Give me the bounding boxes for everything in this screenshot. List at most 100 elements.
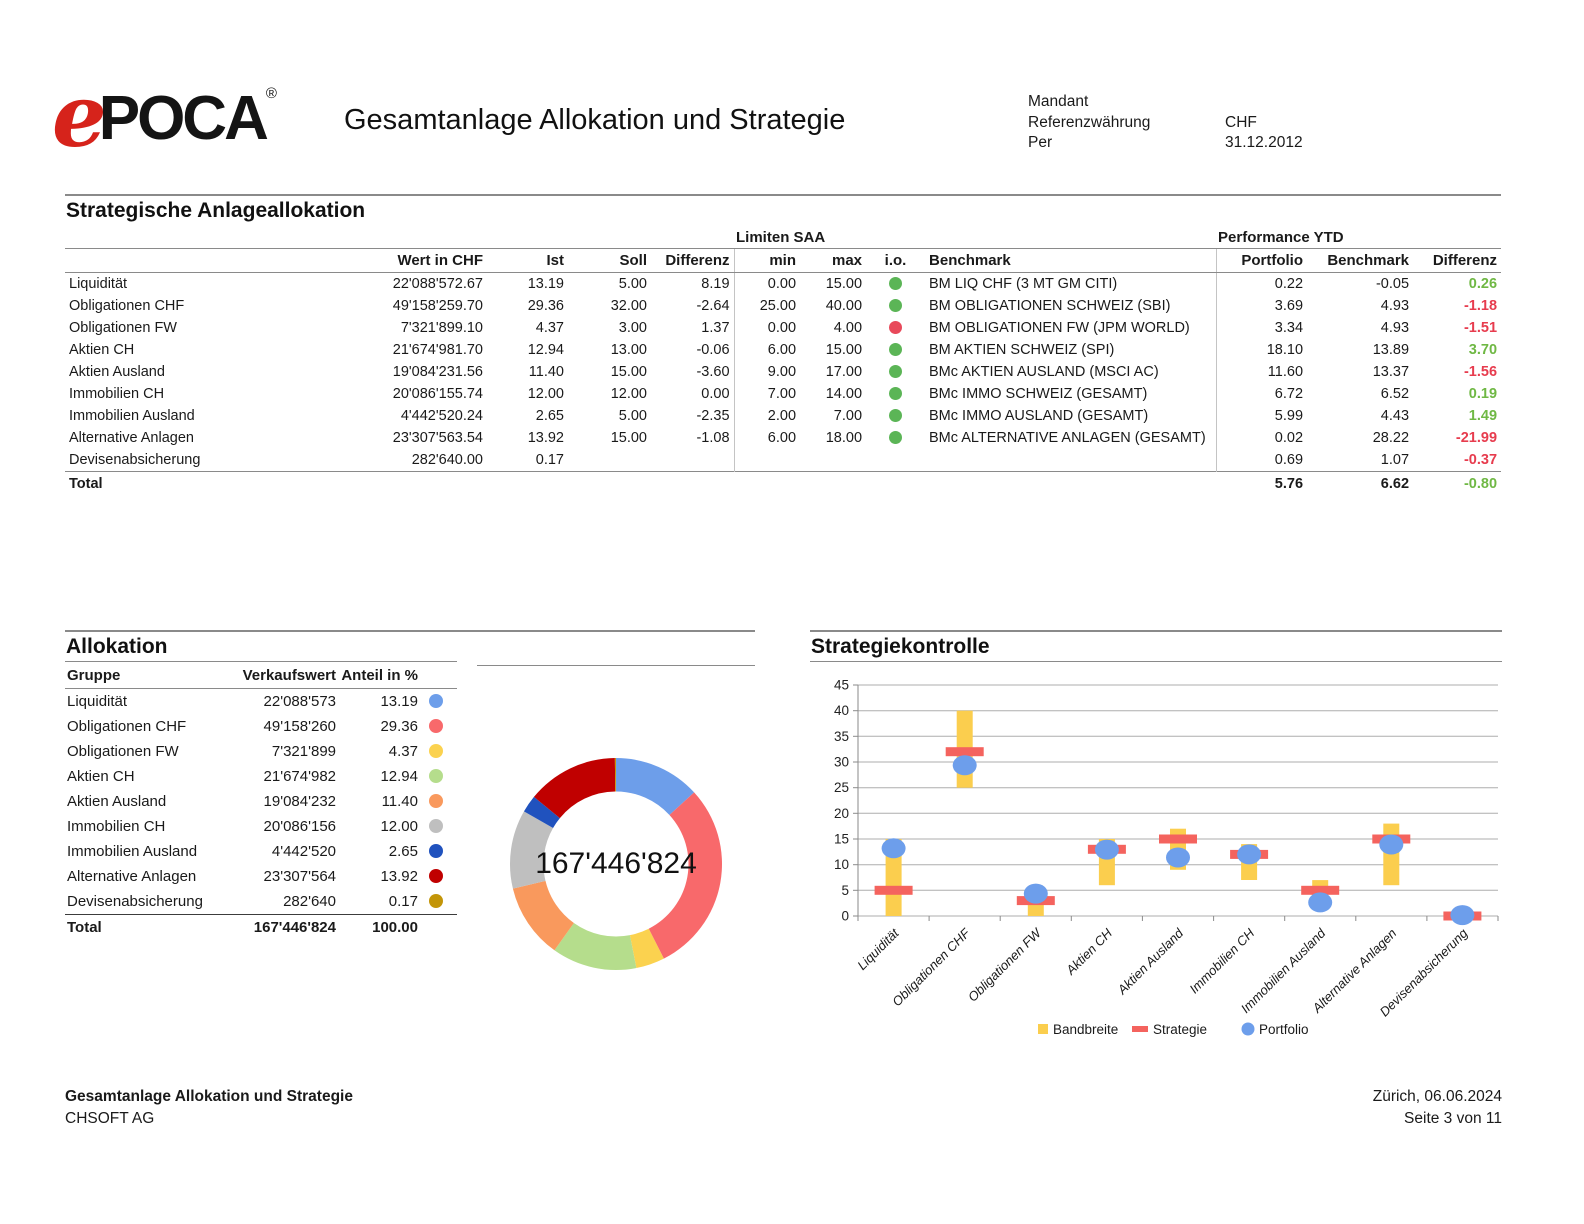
strategy-control-chart: 051015202530354045LiquiditätObligationen… <box>834 678 1499 1037</box>
footer-company: CHSOFT AG <box>65 1110 155 1127</box>
y-axis-tick-label: 20 <box>834 806 849 821</box>
section-divider <box>65 630 755 632</box>
meta-label: Per <box>1028 134 1053 151</box>
section-divider <box>810 630 1502 632</box>
saa-table-row: Obligationen CHF 49'158'259.70 29.36 32.00-… <box>65 295 1501 317</box>
saa-table-row: Aktien Ausland 19'084'231.56 11.40 15.00 -3.… <box>65 361 1501 383</box>
meta-value: 31.12.2012 <box>1225 134 1303 151</box>
portfolio-dot <box>1094 839 1119 860</box>
allocation-table-row: Devisenabsicherung 282'640 0.17 <box>65 889 457 915</box>
gridlines: 0 5 10 15 20 25 30 35 40 45 <box>834 678 1499 924</box>
perf-group-header: Performance YTD <box>1218 229 1344 246</box>
donut-slice <box>554 923 637 970</box>
allocation-total-value: 167'446'824 <box>235 914 338 940</box>
allocation-total-label: Total <box>65 914 235 940</box>
allocation-table: Gruppe Verkaufswert Anteil in % Liquidit… <box>65 663 457 940</box>
group-color-dot <box>429 719 443 733</box>
saa-table-row: Aktien CH 21'674'981.70 12.94 13.00 -0.06 6.0… <box>65 339 1501 361</box>
allocation-section: Allokation Gruppe Verkaufswert Anteil in… <box>65 630 755 970</box>
legend-portfolio-label: Portfolio <box>1259 1022 1309 1037</box>
saa-table-row: Obligationen FW 7'321'899.10 4.37 3.00 1.37 0… <box>65 317 1501 339</box>
col-header-soll: Soll <box>568 248 651 273</box>
col-header-max: max <box>800 248 867 273</box>
footer-report-title: Gesamtanlage Allokation und Strategie <box>65 1088 353 1105</box>
meta-label: Mandant <box>1028 93 1089 110</box>
saa-table-row: Immobilien Ausland 4'442'520.24 2.65 5.00 -2… <box>65 405 1501 427</box>
y-axis-tick-label: 35 <box>834 729 849 744</box>
io-status-dot <box>889 431 903 444</box>
footer-place-date: Zürich, 06.06.2024 <box>1372 1088 1502 1105</box>
saa-total-label: Total <box>65 471 330 496</box>
group-color-dot <box>429 794 443 808</box>
y-axis-tick-label: 30 <box>834 755 849 770</box>
saa-table-row: Immobilien CH 20'086'155.74 12.00 12.00 0.00… <box>65 383 1501 405</box>
col-header-anteil: Anteil in % <box>338 663 420 689</box>
allocation-title: Allokation <box>66 635 168 658</box>
strategy-marker <box>945 747 984 757</box>
footer-left: Gesamtanlage Allokation und Strategie CH… <box>65 1086 353 1130</box>
y-axis-tick-label: 40 <box>834 703 849 718</box>
registered-trademark-icon: ® <box>265 85 277 102</box>
donut-slice <box>533 758 616 819</box>
logo-e-glyph: e <box>52 66 107 167</box>
saa-title: Strategische Anlageallokation <box>66 199 366 222</box>
saa-table-body: Liquidität 22'088'572.67 13.19 5.00 8.19 0.00… <box>65 272 1501 472</box>
y-axis-tick-label: 15 <box>834 832 849 847</box>
portfolio-dot <box>1237 844 1262 865</box>
saa-total-diff: -0.80 <box>1413 471 1502 496</box>
io-status-dot <box>889 343 903 356</box>
chart-legend: Bandbreite Strategie Portfolio <box>1038 1022 1309 1037</box>
donut-slice <box>648 792 722 959</box>
allocation-header-row: Gruppe Verkaufswert Anteil in % <box>65 663 457 689</box>
allocation-table-row: Aktien Ausland 19'084'232 11.40 <box>65 789 457 814</box>
x-axis-category-label: Aktien CH <box>1062 925 1115 978</box>
col-header-min: min <box>733 248 801 273</box>
meta-row-per: Per 31.12.2012 <box>1028 133 1303 154</box>
allocation-donut: 167'446'824 <box>500 748 732 980</box>
col-header-benchmark-ytd: Benchmark <box>1307 248 1414 273</box>
limits-group-header: Limiten SAA <box>736 229 826 246</box>
page-title: Gesamtanlage Allokation und Strategie <box>344 104 846 136</box>
strategy-marker <box>874 885 913 895</box>
x-axis-category-label: Obligationen CHF <box>889 925 973 1009</box>
allocation-table-row: Aktien CH 21'674'982 12.94 <box>65 764 457 789</box>
x-axis-category-label: Obligationen FW <box>965 924 1045 1004</box>
saa-total-benchmark: 6.62 <box>1307 471 1414 496</box>
donut-slice <box>509 811 554 889</box>
legend-strategy-label: Strategie <box>1153 1022 1207 1037</box>
meta-value: CHF <box>1225 113 1257 131</box>
strategy-control-section: Strategiekontrolle 0 5 10 15 20 25 30 35 40 45 Liq… <box>810 630 1502 1076</box>
saa-group-header-row: Limiten SAA Performance YTD <box>65 223 1501 249</box>
donut-slice <box>614 758 616 792</box>
col-header-differenz: Differenz <box>651 248 735 273</box>
group-color-dot <box>429 694 443 708</box>
report-meta: Mandant Referenzwährung CHF Per 31.12.2012 <box>1028 92 1303 154</box>
donut-divider <box>477 665 755 666</box>
legend-band-icon <box>1038 1024 1048 1034</box>
epoca-logo: e POCA ® <box>52 66 277 167</box>
saa-total-portfolio: 5.76 <box>1216 471 1308 496</box>
col-header-portfolio: Portfolio <box>1215 248 1308 273</box>
io-status-dot <box>889 277 903 290</box>
group-color-dot <box>429 869 443 883</box>
saa-table-row: Devisenabsicherung 282'640.00 0.17 0.69 1.07… <box>65 449 1501 472</box>
y-axis-tick-label: 0 <box>841 909 849 924</box>
strategy-control-title: Strategiekontrolle <box>811 635 990 658</box>
allocation-table-row: Immobilien Ausland 4'442'520 2.65 <box>65 839 457 864</box>
donut-chart <box>509 758 722 970</box>
donut-slice <box>616 758 695 815</box>
band-bar <box>885 839 902 916</box>
allocation-total-share: 100.00 <box>338 914 420 940</box>
group-color-dot <box>429 894 443 908</box>
y-axis-tick-label: 10 <box>834 857 849 872</box>
group-color-dot <box>429 744 443 758</box>
group-color-dot <box>429 769 443 783</box>
x-axis-category-label: Aktien Ausland <box>1114 925 1187 998</box>
io-status-dot <box>889 321 903 334</box>
portfolio-dot <box>1450 905 1475 926</box>
io-status-dot <box>889 387 903 400</box>
saa-table: Limiten SAA Performance YTD Wert in CHF … <box>65 223 1502 496</box>
portfolio-dot <box>1023 883 1048 904</box>
x-axis-category-label: Immobilien CH <box>1186 925 1257 996</box>
